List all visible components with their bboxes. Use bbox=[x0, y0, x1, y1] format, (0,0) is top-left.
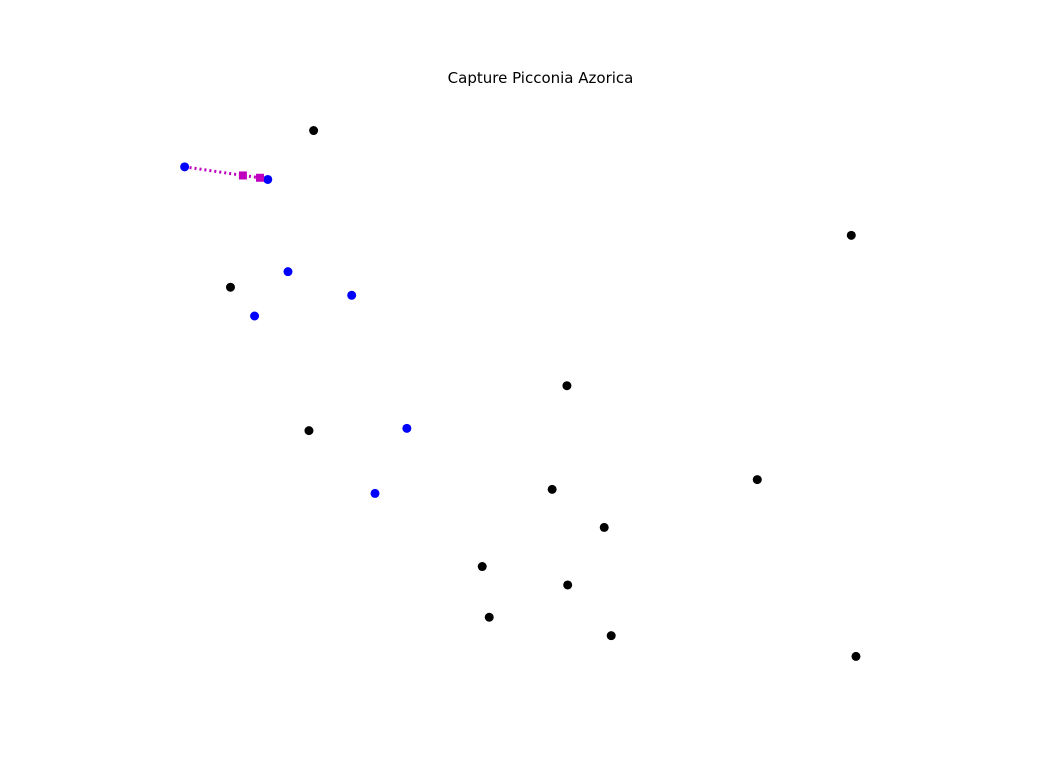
reference-point-1 bbox=[309, 126, 319, 136]
path-square-marker-1 bbox=[238, 171, 247, 180]
highlight-point-3 bbox=[283, 267, 293, 277]
reference-point-11 bbox=[484, 612, 494, 622]
reference-point-3 bbox=[846, 230, 856, 240]
highlight-point-1 bbox=[180, 162, 190, 172]
reference-point-12 bbox=[606, 631, 616, 641]
highlight-point-6 bbox=[402, 423, 412, 433]
reference-point-4 bbox=[562, 381, 572, 391]
path-square-marker-2 bbox=[256, 173, 265, 182]
chart-title: Capture Picconia Azorica bbox=[447, 69, 634, 87]
reference-point-8 bbox=[599, 522, 609, 532]
highlight-point-5 bbox=[250, 311, 260, 321]
reference-point-13 bbox=[851, 651, 861, 661]
reference-point-5 bbox=[304, 426, 314, 436]
highlight-point-7 bbox=[370, 488, 380, 498]
reference-point-9 bbox=[477, 562, 487, 572]
reference-point-6 bbox=[547, 484, 557, 494]
path-line bbox=[184, 165, 269, 181]
highlight-point-2 bbox=[263, 174, 273, 184]
highlight-point-4 bbox=[347, 290, 357, 300]
reference-point-7 bbox=[752, 475, 762, 485]
reference-point-10 bbox=[563, 580, 573, 590]
reference-point-2 bbox=[225, 282, 235, 292]
